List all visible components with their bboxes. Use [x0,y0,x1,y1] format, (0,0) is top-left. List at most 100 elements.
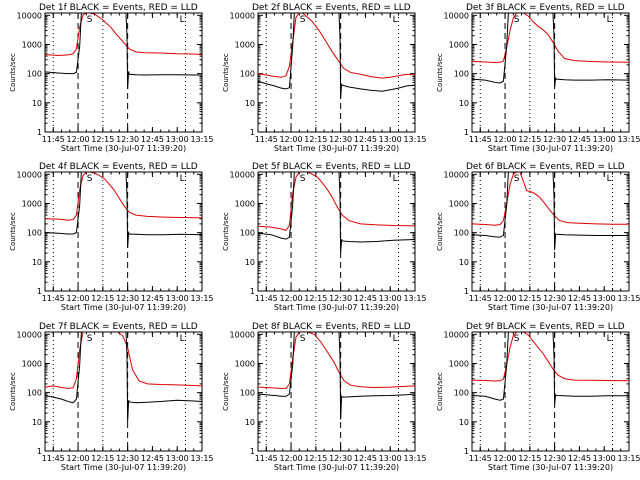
x-tick-label: 11:45 [469,135,492,144]
x-tick-label: 13:15 [403,454,426,463]
x-axis-label: Start Time (30-Jul-07 11:39:20) [488,144,613,153]
y-tick-label: 10000 [230,170,255,179]
x-axis-label: Start Time (30-Jul-07 11:39:20) [274,144,399,153]
series-events-line [258,13,415,98]
y-tick-label: 1 [37,287,42,296]
x-axis-label: Start Time (30-Jul-07 11:39:20) [274,303,399,312]
x-tick-label: 12:00 [494,454,517,463]
x-tick-label: 11:45 [255,294,278,303]
detector-panel: Det 8f BLACK = Events, RED = LLD 1 10 100 10… [222,322,427,472]
x-tick-label: 11:45 [469,454,492,463]
y-tick-label: 100 [454,389,469,398]
corner-mark-l: L [607,174,612,184]
x-axis-label: Start Time (30-Jul-07 11:39:20) [488,463,613,472]
y-tick-label: 10 [32,258,42,267]
x-axis-label: Start Time (30-Jul-07 11:39:20) [61,303,186,312]
x-tick-label: 13:00 [379,454,402,463]
y-tick-label: 1 [37,128,42,137]
y-tick-label: 1000 [449,199,469,208]
x-tick-label: 11:45 [469,294,492,303]
y-tick-label: 1 [37,447,42,456]
x-tick-label: 12:30 [116,454,139,463]
y-tick-label: 10 [32,418,42,427]
x-tick-label: 13:15 [190,135,213,144]
x-tick-label: 13:00 [166,135,189,144]
y-tick-label: 1 [464,287,469,296]
series-lld-line [472,172,629,226]
y-axis-label: Counts/sec [222,53,230,92]
y-axis-label: Counts/sec [9,53,17,92]
corner-mark-l: L [180,15,185,25]
corner-mark-s: S [300,174,306,184]
y-tick-label: 10000 [17,170,42,179]
y-tick-label: 10000 [444,11,469,20]
series-lld-line [258,332,415,389]
x-tick-label: 12:15 [518,454,541,463]
x-tick-label: 12:45 [354,454,377,463]
series-lld-line [472,332,629,382]
corner-mark-l: L [393,334,398,344]
y-tick-label: 10 [459,99,469,108]
detector-panel: Det 9f BLACK = Events, RED = LLD 1 10 100 10… [436,322,640,472]
series-lld-line [45,13,202,56]
panel-title: Det 3f BLACK = Events, RED = LLD [466,3,625,13]
corner-mark-l: L [607,334,612,344]
corner-mark-s: S [514,15,520,25]
x-tick-label: 13:00 [593,294,616,303]
series-lld-line [45,172,202,221]
series-events-line [45,332,202,422]
x-tick-label: 12:00 [280,135,303,144]
detector-panel: Det 5f BLACK = Events, RED = LLD 1 10 100 10… [222,162,427,312]
detector-panel: Det 6f BLACK = Events, RED = LLD 1 10 100 10… [436,162,640,312]
corner-mark-s: S [87,15,93,25]
y-tick-label: 10 [459,258,469,267]
y-tick-label: 1 [250,447,255,456]
y-tick-label: 10 [245,99,255,108]
series-lld-line [258,172,415,231]
x-tick-label: 12:00 [494,135,517,144]
corner-mark-l: L [180,174,185,184]
y-tick-label: 1000 [235,199,255,208]
corner-mark-s: S [300,334,306,344]
x-tick-label: 12:00 [67,454,90,463]
series-lld-line [472,13,629,64]
x-tick-label: 12:00 [280,294,303,303]
series-lld-line [45,332,202,389]
x-tick-label: 12:30 [543,135,566,144]
x-tick-label: 13:15 [403,294,426,303]
y-tick-label: 10000 [17,330,42,339]
y-axis-label: Counts/sec [436,53,444,92]
x-axis-label: Start Time (30-Jul-07 11:39:20) [61,144,186,153]
x-tick-label: 12:45 [568,294,591,303]
x-tick-label: 13:15 [617,454,640,463]
x-tick-label: 12:45 [568,454,591,463]
x-tick-label: 12:30 [543,294,566,303]
x-tick-label: 12:00 [280,454,303,463]
y-tick-label: 100 [27,229,42,238]
x-tick-label: 12:45 [568,135,591,144]
y-axis-label: Counts/sec [222,212,230,251]
corner-mark-s: S [87,334,93,344]
y-tick-label: 100 [27,389,42,398]
panel-title: Det 8f BLACK = Events, RED = LLD [252,322,411,332]
x-tick-label: 11:45 [42,135,65,144]
corner-mark-l: L [607,15,612,25]
y-tick-label: 1 [250,128,255,137]
detector-panel: Det 2f BLACK = Events, RED = LLD 1 10 100 10… [222,3,427,153]
y-tick-label: 1000 [449,359,469,368]
x-axis-label: Start Time (30-Jul-07 11:39:20) [488,303,613,312]
corner-mark-l: L [393,174,398,184]
plot-frame [257,12,416,133]
y-tick-label: 1000 [22,359,42,368]
plot-frame [257,171,416,292]
y-tick-label: 10 [459,418,469,427]
plot-frame [257,331,416,452]
x-axis-label: Start Time (30-Jul-07 11:39:20) [274,463,399,472]
x-tick-label: 13:00 [593,135,616,144]
x-axis-label: Start Time (30-Jul-07 11:39:20) [61,463,186,472]
x-tick-label: 13:15 [403,135,426,144]
corner-mark-s: S [87,174,93,184]
series-events-line [258,172,415,254]
x-tick-label: 12:15 [91,135,114,144]
x-tick-label: 13:15 [190,294,213,303]
